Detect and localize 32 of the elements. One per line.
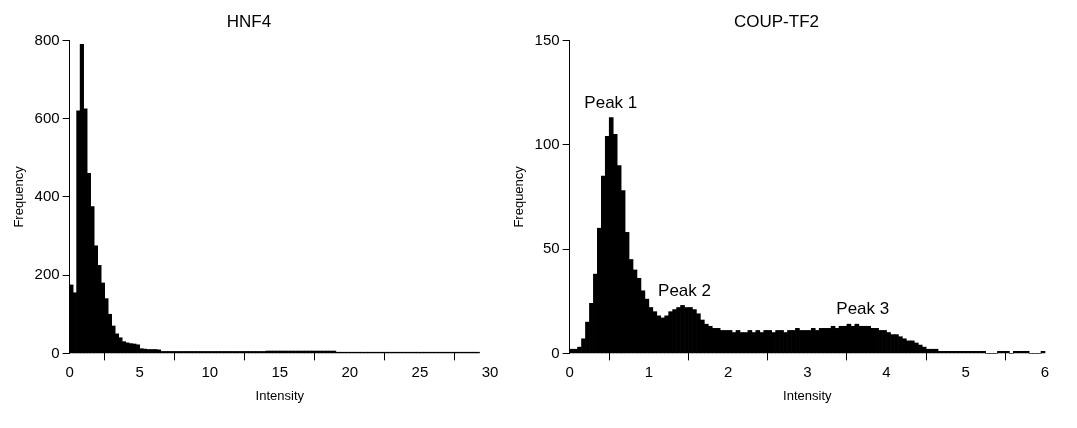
y-axis-title: Frequency — [11, 165, 27, 228]
y-tick-label: 150 — [534, 30, 560, 48]
x-axis-title: Intensity — [783, 387, 833, 403]
y-axis-title: Frequency — [511, 165, 527, 228]
x-tick-label: 6 — [1040, 362, 1050, 380]
x-tick-label: 4 — [882, 362, 891, 380]
annotation: Peak 2 — [658, 280, 711, 300]
x-tick-label: 1 — [644, 362, 654, 380]
x-axis-title: Intensity — [255, 387, 305, 403]
x-tick-label: 30 — [481, 362, 499, 380]
x-tick-label: 5 — [961, 362, 970, 380]
x-tick-label: 5 — [135, 362, 144, 380]
x-tick-label: 25 — [411, 362, 429, 380]
x-tick-label: 3 — [803, 362, 812, 380]
x-tick-label: 10 — [201, 362, 219, 380]
annotation: Peak 3 — [836, 299, 890, 319]
x-tick-label: 15 — [271, 362, 289, 380]
y-tick-label: 50 — [542, 239, 560, 257]
chart-title: HNF4 — [226, 11, 272, 31]
y-tick-label: 600 — [34, 108, 60, 126]
y-tick-label: 200 — [34, 265, 60, 283]
y-tick-label: 0 — [551, 343, 560, 361]
y-tick-label: 0 — [51, 343, 60, 361]
y-tick-label: 400 — [34, 187, 60, 205]
y-tick-label: 100 — [534, 134, 560, 152]
x-tick-label: 2 — [723, 362, 733, 380]
x-tick-label: 0 — [565, 362, 574, 380]
x-tick-label: 20 — [341, 362, 359, 380]
annotation: Peak 1 — [584, 92, 638, 112]
y-tick-label: 800 — [34, 30, 60, 48]
x-tick-label: 0 — [65, 362, 74, 380]
chart-title: COUP-TF2 — [734, 11, 819, 31]
